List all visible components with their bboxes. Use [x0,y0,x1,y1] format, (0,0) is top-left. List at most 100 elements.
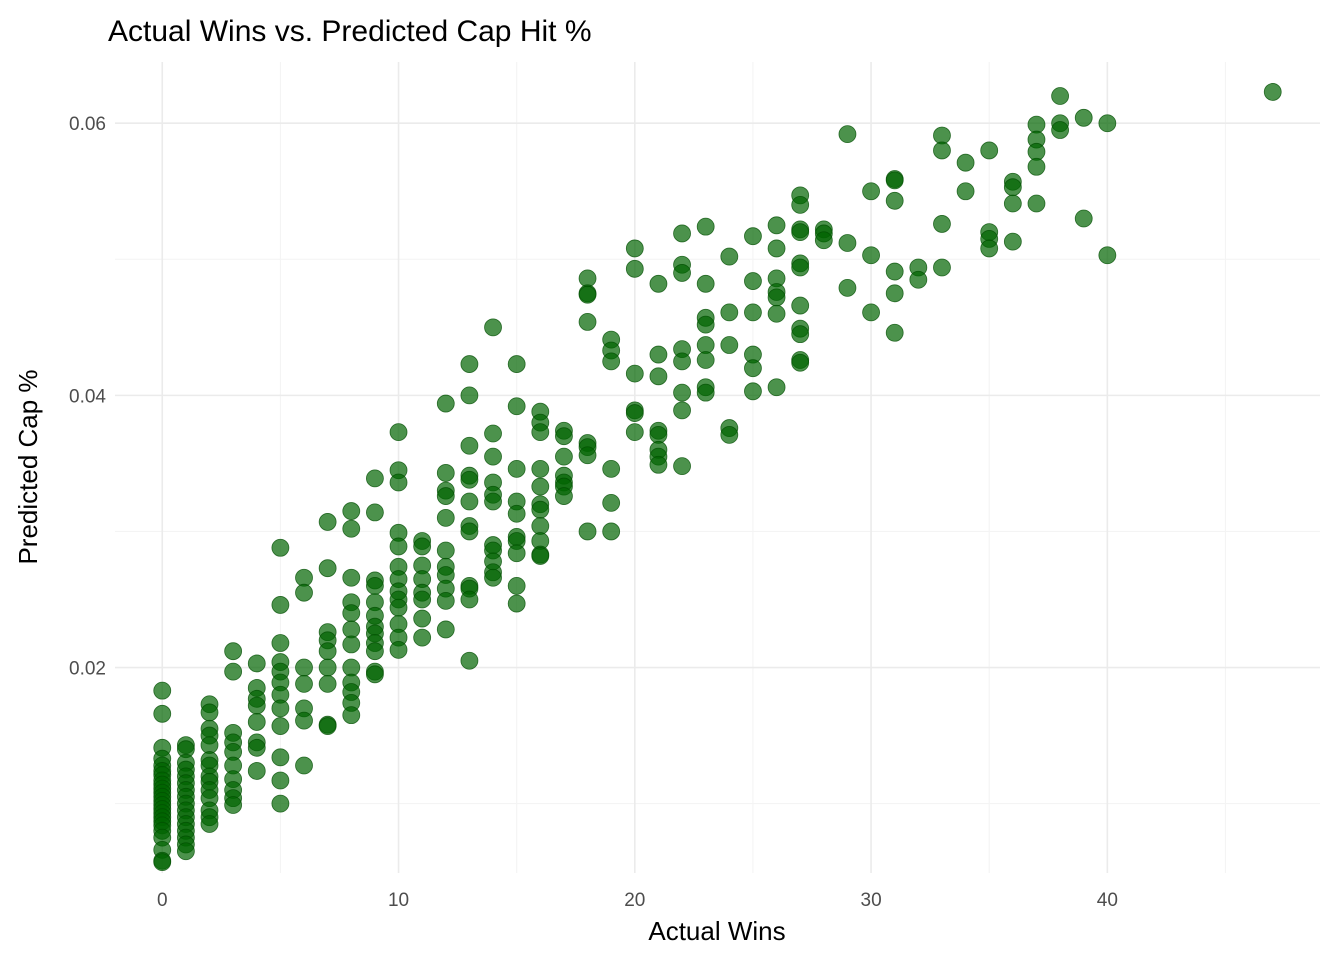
data-point [460,590,479,609]
data-point [224,662,243,681]
data-point [673,383,691,402]
data-point [791,325,810,344]
data-point [271,699,290,718]
data-point [389,640,408,659]
data-point [436,541,455,560]
data-point [838,234,857,252]
data-point [649,274,668,293]
data-point [578,269,597,288]
x-tick-label: 40 [1097,890,1118,911]
data-point [1027,115,1046,134]
data-point [436,487,455,505]
data-point [720,425,739,444]
data-point [791,195,810,214]
data-point [862,303,880,322]
data-point [1027,157,1046,176]
data-point [885,323,904,342]
data-point [318,717,337,735]
y-axis-tick-labels: 0.02 0.04 0.06 [69,114,106,679]
data-point [980,239,999,258]
data-point [673,264,691,282]
data-point [744,303,762,322]
data-point [460,386,479,405]
data-point [295,674,313,693]
data-point [507,504,526,523]
data-point [696,274,715,293]
data-point [696,383,715,402]
data-point [933,141,951,160]
data-point [342,620,361,639]
data-point [673,401,691,420]
data-point [247,713,266,731]
data-point [295,658,313,677]
y-tick-label: 0.02 [69,659,106,680]
data-point [602,493,621,512]
data-point [318,642,337,661]
data-point [625,239,644,258]
data-point [767,288,786,307]
data-point [767,304,786,323]
data-point [531,547,550,565]
data-point [933,126,951,145]
data-point [767,216,786,235]
data-points [153,83,1282,872]
data-point [791,296,810,315]
data-point [578,285,597,304]
data-point [885,262,904,281]
data-point [366,665,384,684]
data-point [531,517,550,535]
data-point [507,397,526,416]
data-point [460,436,479,455]
data-point [153,681,172,700]
data-point [224,796,243,814]
data-point [507,594,526,613]
data-point [176,842,195,861]
data-point [507,576,526,595]
chart-title: Actual Wins vs. Predicted Cap Hit % [108,15,592,48]
data-point [980,141,999,160]
data-point [531,423,550,442]
data-point [460,522,479,541]
data-point [696,336,715,354]
data-point [791,223,810,241]
data-point [389,423,408,442]
data-point [247,654,266,673]
data-point [436,620,455,639]
data-point [153,704,172,723]
data-point [271,748,290,767]
data-point [531,477,550,496]
data-point [696,217,715,236]
data-point [531,459,550,478]
data-point [767,378,786,397]
data-point [247,762,266,780]
data-point [720,336,739,354]
data-point [271,538,290,557]
data-point [507,544,526,563]
data-point [153,853,172,872]
data-point [436,591,455,610]
y-tick-label: 0.06 [69,114,106,135]
x-axis-tick-labels: 0 10 20 30 40 [157,890,1118,911]
data-point [602,522,621,541]
data-point [342,658,361,677]
data-point [460,355,479,373]
data-point [862,246,880,265]
data-point [1098,246,1117,265]
data-point [460,470,479,489]
data-point [578,313,597,331]
data-point [649,455,668,474]
data-point [224,642,243,661]
data-point [625,423,644,442]
data-point [271,596,290,614]
data-point [1098,114,1117,133]
data-point [318,674,337,693]
data-point [460,492,479,511]
data-point [744,382,762,401]
data-point [295,756,313,775]
data-point [696,351,715,369]
data-point [318,513,337,531]
data-point [200,736,219,754]
data-point [271,634,290,652]
data-point [1027,194,1046,213]
data-point [625,364,644,383]
